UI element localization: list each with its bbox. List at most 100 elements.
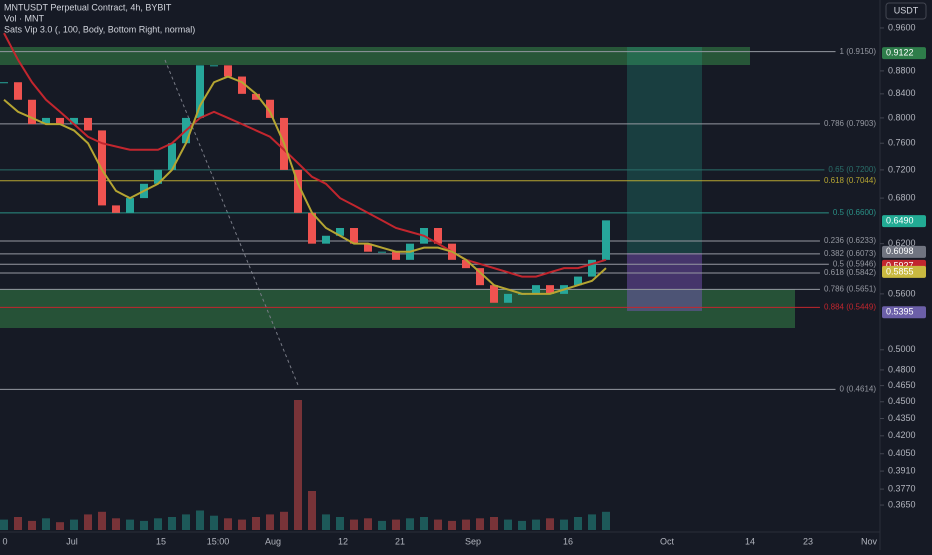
- x-tick-label: 15: [156, 536, 166, 546]
- volume-bar: [42, 518, 50, 530]
- volume-bar: [420, 517, 428, 530]
- volume-bar: [0, 519, 8, 530]
- x-tick-label: Aug: [265, 536, 281, 546]
- volume-bar: [112, 518, 120, 530]
- price-badge-label: 0.6490: [886, 215, 914, 225]
- price-badge-label: 0.5855: [886, 266, 914, 276]
- volume-bar: [140, 520, 148, 530]
- candle: [322, 235, 330, 244]
- fib-label: 0.786 (0.5651): [824, 285, 876, 294]
- volume-bar: [336, 517, 344, 530]
- y-tick-label: 0.8400: [888, 88, 916, 98]
- x-tick-label: 14: [745, 536, 755, 546]
- x-tick-label: 0: [2, 536, 7, 546]
- x-tick-label: 21: [395, 536, 405, 546]
- y-tick-label: 0.4650: [888, 380, 916, 390]
- y-tick-label: 0.7200: [888, 164, 916, 174]
- fib-label: 0.382 (0.6073): [824, 249, 876, 258]
- volume-bar: [462, 519, 470, 530]
- candle: [168, 143, 176, 170]
- volume-bar: [532, 519, 540, 530]
- volume-bar: [602, 511, 610, 530]
- fib-label: 0.236 (0.6233): [824, 236, 876, 245]
- volume-bar: [266, 514, 274, 530]
- x-tick-label: 12: [338, 536, 348, 546]
- candle: [336, 228, 344, 236]
- y-tick-label: 0.6800: [888, 192, 916, 202]
- price-badge: [882, 215, 926, 228]
- volume-bar: [210, 515, 218, 530]
- volume-bar: [546, 518, 554, 530]
- trend-line: [164, 59, 299, 386]
- candle: [504, 293, 512, 303]
- volume-bar: [294, 400, 302, 530]
- candle: [126, 198, 134, 213]
- volume-bar: [196, 510, 204, 530]
- candle: [42, 117, 50, 125]
- candle: [308, 212, 316, 244]
- candle: [294, 169, 302, 213]
- volume-bar: [518, 520, 526, 530]
- candle: [56, 117, 64, 125]
- candle: [378, 251, 386, 253]
- volume-bar: [406, 518, 414, 530]
- y-tick-label: 0.6200: [888, 238, 916, 248]
- y-tick-label: 0.8800: [888, 65, 916, 75]
- volume-bar: [70, 519, 78, 530]
- volume-bar: [588, 514, 596, 530]
- volume-bar: [168, 517, 176, 530]
- demand-zone: [0, 289, 795, 328]
- y-tick-label: 0.3650: [888, 499, 916, 509]
- y-tick-label: 0.8000: [888, 112, 916, 122]
- moving-average: [3, 75, 607, 295]
- volume-bar: [126, 519, 134, 530]
- x-tick-label: Sep: [465, 536, 481, 546]
- candle: [210, 65, 218, 67]
- fib-label: 0.5 (0.6600): [833, 208, 876, 217]
- y-tick-label: 0.7600: [888, 138, 916, 148]
- volume-bar: [28, 520, 36, 530]
- fib-label: 0.618 (0.5842): [824, 268, 876, 277]
- long-stop-box: [627, 253, 702, 311]
- y-tick-label: 0.4350: [888, 413, 916, 423]
- fib-label: 0 (0.4614): [840, 385, 877, 394]
- fib-label: 0.618 (0.7044): [824, 176, 876, 185]
- y-tick-label: 0.3770: [888, 483, 916, 493]
- candle: [0, 82, 8, 84]
- price-badge-label: 0.9122: [886, 48, 914, 58]
- volume-pane: [0, 400, 610, 530]
- currency-button[interactable]: [885, 2, 927, 20]
- fib-label: 0.65 (0.7200): [828, 165, 876, 174]
- y-tick-label: 0.4200: [888, 430, 916, 440]
- volume-legend: Vol · MNT: [4, 13, 45, 23]
- symbol-title: MNTUSDT Perpetual Contract, 4h, BYBIT: [4, 2, 172, 12]
- candle: [350, 228, 358, 244]
- currency-label[interactable]: USDT: [894, 5, 919, 15]
- volume-bar: [154, 518, 162, 530]
- price-badge: [882, 265, 926, 278]
- candle: [28, 99, 36, 125]
- candle: [112, 205, 120, 213]
- volume-bar: [280, 511, 288, 530]
- y-tick-label: 0.4800: [888, 364, 916, 374]
- volume-bar: [308, 491, 316, 530]
- candle: [574, 276, 582, 286]
- candle: [266, 99, 274, 118]
- y-tick-label: 0.5000: [888, 344, 916, 354]
- candle: [238, 76, 246, 94]
- x-tick-label: 15:00: [207, 536, 230, 546]
- volume-bar: [322, 514, 330, 530]
- candle: [588, 259, 596, 277]
- x-tick-label: Jul: [66, 536, 78, 546]
- price-badge-label: 0.5927: [886, 260, 914, 270]
- candle: [70, 117, 78, 125]
- indicator-legend: Sats Vip 3.0 (, 100, Body, Bottom Right,…: [4, 24, 195, 34]
- y-tick-label: 0.4050: [888, 448, 916, 458]
- y-tick-label: 0.9600: [888, 22, 916, 32]
- candle: [434, 228, 442, 244]
- candle: [546, 285, 554, 294]
- candle: [476, 268, 484, 286]
- price-badge-label: 0.5395: [886, 307, 914, 317]
- volume-bar: [14, 517, 22, 530]
